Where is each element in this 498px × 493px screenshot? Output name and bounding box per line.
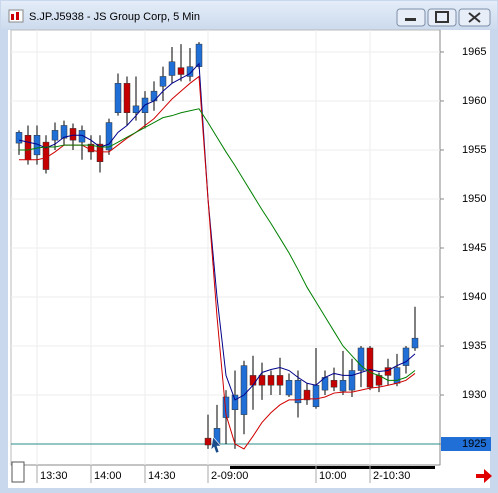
x-tick-label: 10:00 bbox=[319, 470, 347, 482]
window-title: S.JP.J5938 - JS Group Corp, 5 Min bbox=[29, 11, 200, 23]
candle-body bbox=[150, 90, 158, 102]
y-tick-label: 1965 bbox=[462, 46, 486, 58]
candle-body bbox=[204, 437, 212, 446]
candle-body bbox=[267, 375, 275, 386]
candle-body bbox=[258, 375, 266, 386]
candle-body bbox=[132, 105, 140, 113]
y-tick-label: 1950 bbox=[462, 193, 486, 205]
moving-average-line bbox=[19, 108, 416, 381]
scroll-right-arrow[interactable] bbox=[476, 469, 492, 483]
candle-body bbox=[384, 367, 392, 376]
candle-body bbox=[393, 367, 401, 384]
candle-body bbox=[24, 135, 32, 161]
candle-body bbox=[177, 67, 185, 75]
last-price-label: 1925 bbox=[462, 438, 486, 450]
app-icon bbox=[8, 9, 24, 23]
candle-body bbox=[15, 132, 23, 144]
candle-body bbox=[105, 122, 113, 151]
close-button[interactable] bbox=[458, 8, 491, 27]
candle-body bbox=[366, 347, 374, 388]
candle-body bbox=[312, 384, 320, 408]
candle-body bbox=[330, 380, 338, 388]
x-tick-label: 13:30 bbox=[40, 470, 68, 482]
y-tick-label: 1960 bbox=[462, 95, 486, 107]
candle-body bbox=[123, 83, 131, 113]
candle-body bbox=[357, 347, 365, 371]
scroll-indicator bbox=[230, 466, 435, 469]
last-price-box bbox=[441, 437, 491, 452]
candle-body bbox=[78, 130, 86, 143]
candle-body bbox=[294, 380, 302, 404]
candle-body bbox=[60, 125, 68, 139]
candle-body bbox=[168, 61, 176, 76]
x-tick-label: 2-10:30 bbox=[373, 470, 410, 482]
x-tick-label: 14:30 bbox=[148, 470, 176, 482]
y-tick-label: 1930 bbox=[462, 389, 486, 401]
candle-body bbox=[303, 389, 311, 401]
x-tick-label: 14:00 bbox=[94, 470, 122, 482]
candle-body bbox=[402, 347, 410, 366]
candle-body bbox=[222, 396, 230, 418]
moving-average-line bbox=[18, 62, 416, 401]
candle-body bbox=[96, 143, 104, 162]
candle-body bbox=[114, 83, 122, 113]
y-tick-label: 1955 bbox=[462, 144, 486, 156]
candle-body bbox=[69, 128, 77, 141]
candle-body bbox=[51, 130, 59, 141]
candle-body bbox=[276, 375, 284, 386]
candle-body bbox=[339, 380, 347, 392]
candle-body bbox=[348, 370, 356, 391]
maximize-button[interactable] bbox=[427, 8, 457, 27]
candle-body bbox=[231, 394, 239, 410]
y-tick-label: 1945 bbox=[462, 242, 486, 254]
candle-body bbox=[186, 66, 194, 77]
candle-body bbox=[249, 375, 257, 386]
y-tick-label: 1940 bbox=[462, 291, 486, 303]
moving-average-line bbox=[19, 75, 416, 450]
minimize-button[interactable] bbox=[396, 8, 426, 27]
y-tick-label: 1935 bbox=[462, 340, 486, 352]
mouse-cursor bbox=[210, 436, 222, 454]
x-tick-label: 2-09:00 bbox=[211, 470, 248, 482]
candle-body bbox=[285, 380, 293, 396]
candle-body bbox=[411, 337, 419, 349]
scroll-box[interactable] bbox=[11, 461, 25, 483]
candle-body bbox=[159, 76, 167, 87]
candle-body bbox=[240, 365, 248, 415]
